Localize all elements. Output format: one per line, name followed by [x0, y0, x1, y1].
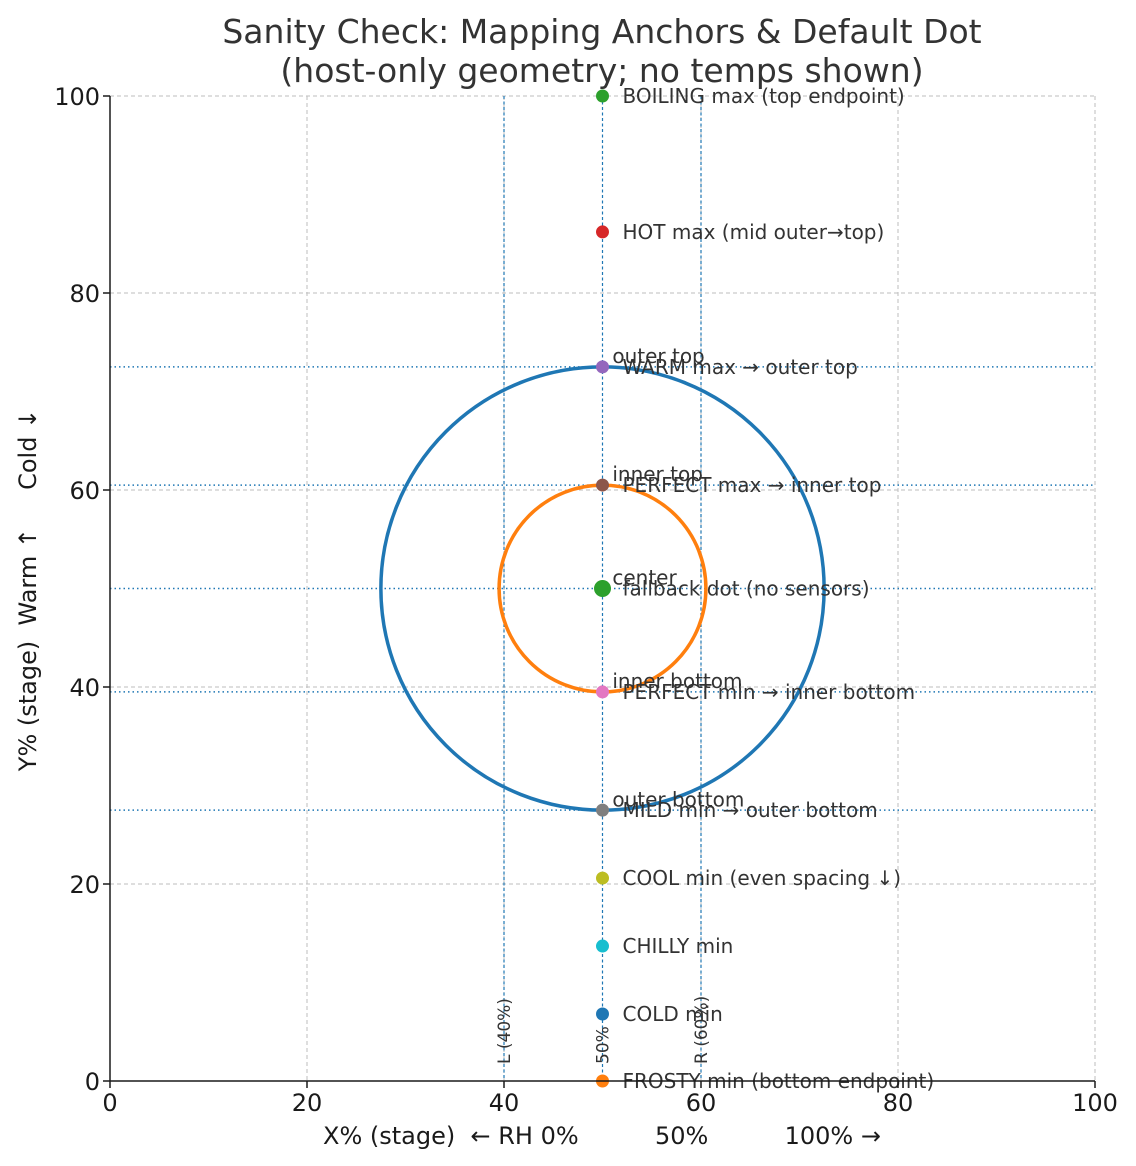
- x-tick-label-5: 100: [1072, 1089, 1118, 1117]
- y-tick-label-3: 60: [69, 477, 100, 505]
- x-axis-label: X% (stage) ← RH 0% 50% 100% →: [323, 1122, 881, 1150]
- point-marker-3: [596, 478, 609, 492]
- annotation-0: outer top: [612, 344, 704, 368]
- point-marker-5: [596, 685, 609, 699]
- y-tick-label-2: 40: [69, 674, 100, 702]
- x-tick-label-1: 20: [292, 1089, 323, 1117]
- x-tick-label-4: 80: [883, 1089, 914, 1117]
- point-label-1: HOT max (mid outer→top): [623, 220, 885, 244]
- vertical-line-label-0: L (40%): [495, 998, 515, 1064]
- point-marker-8: [596, 939, 609, 953]
- y-tick-label-0: 0: [85, 1068, 100, 1096]
- point-label-6: MILD min → outer bottom: [623, 798, 878, 822]
- chart-title-line-2: (host-only geometry; no temps shown): [280, 51, 923, 90]
- y-tick-label-4: 80: [69, 280, 100, 308]
- point-label-0: BOILING max (top endpoint): [623, 84, 905, 108]
- point-marker-7: [596, 871, 609, 885]
- x-tick-label-2: 40: [489, 1089, 520, 1117]
- point-label-2: WARM max → outer top: [623, 355, 858, 379]
- vertical-line-label-2: R (60%): [692, 996, 712, 1064]
- chart-title-line-1: Sanity Check: Mapping Anchors & Default …: [222, 12, 981, 51]
- point-label-3: PERFECT max → inner top: [623, 473, 882, 497]
- point-marker-6: [596, 803, 609, 817]
- point-label-5: PERFECT min → inner bottom: [623, 680, 916, 704]
- point-label-4: fallback dot (no sensors): [623, 577, 870, 601]
- point-label-9: COLD min: [623, 1002, 723, 1026]
- point-marker-1: [596, 225, 609, 239]
- point-label-8: CHILLY min: [623, 934, 734, 958]
- point-labels: BOILING max (top endpoint) HOT max (mid o…: [612, 84, 934, 1093]
- vertical-line-label-1: 50%: [594, 1026, 614, 1064]
- annotation-1: inner top: [612, 462, 703, 486]
- x-tick-label-3: 60: [686, 1089, 717, 1117]
- x-tick-label-0: 0: [102, 1089, 117, 1117]
- annotation-2: center: [612, 566, 677, 590]
- axes: 0 20 40 60 80 100 0 20 40 60 80 100: [54, 83, 1118, 1117]
- point-marker-4: [594, 580, 611, 597]
- annotation-3: inner bottom: [612, 669, 742, 693]
- anchor-points: [594, 89, 611, 1088]
- point-marker-0: [596, 89, 609, 103]
- y-tick-label-5: 100: [54, 83, 100, 111]
- y-axis-label: Y% (stage) Warm ↑ Cold ↓: [14, 409, 42, 772]
- point-marker-2: [596, 360, 609, 374]
- point-label-7: COOL min (even spacing ↓): [623, 866, 902, 890]
- y-tick-label-1: 20: [69, 871, 100, 899]
- annotation-4: outer bottom: [612, 787, 744, 811]
- point-marker-9: [596, 1007, 609, 1021]
